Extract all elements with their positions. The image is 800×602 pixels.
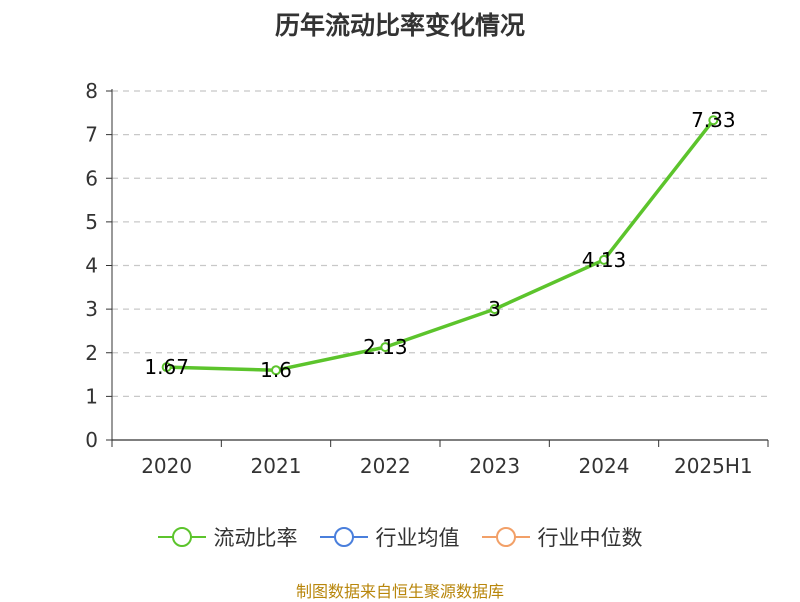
legend-label-industry-average: 行业均值 (375, 526, 460, 550)
y-tick-label-6: 6 (85, 166, 98, 190)
x-tick-label-2025H1: 2025H1 (674, 454, 753, 478)
data-point-2020 (161, 362, 172, 373)
series-line-current-ratio (166, 119, 715, 372)
x-tick-label-2024: 2024 (579, 454, 630, 478)
y-tick-label-5: 5 (85, 210, 98, 234)
data-point-2025H1 (708, 115, 719, 126)
legend: 流动比率 行业均值 行业中位数 (0, 520, 800, 554)
data-label-2024: 4.13 (582, 248, 627, 272)
data-point-2024 (599, 254, 609, 265)
data-label-2023: 3 (488, 297, 501, 321)
legend-item-industry-median[interactable]: 行业中位数 (481, 522, 643, 552)
legend-item-industry-average[interactable]: 行业均值 (319, 522, 460, 552)
x-tick-label-2020: 2020 (141, 454, 192, 478)
data-label-2021: 1.6 (260, 358, 292, 382)
data-label-2025H1: 7.33 (691, 108, 736, 132)
data-point-2023 (489, 304, 500, 315)
x-tick-label-2021: 2021 (251, 454, 302, 478)
data-point-2022 (380, 342, 391, 353)
data-labels: 1.67 1.6 2.13 3 4.13 7.33 (144, 108, 735, 382)
data-point-2021 (271, 365, 281, 376)
y-tick-label-8: 8 (85, 79, 98, 103)
legend-label-current-ratio: 流动比率 (213, 526, 298, 550)
legend-item-current-ratio[interactable]: 流动比率 (157, 522, 298, 552)
y-tick-label-4: 4 (85, 254, 98, 278)
y-tick-label-0: 0 (85, 428, 98, 452)
source-note: 制图数据来自恒生聚源数据库 (295, 582, 504, 601)
legend-label-industry-median: 行业中位数 (537, 526, 643, 550)
grid-lines (112, 90, 768, 398)
data-label-2020: 1.67 (144, 355, 189, 379)
legend-marker-industry-median (481, 527, 530, 547)
y-tick-label-2: 2 (85, 341, 98, 365)
legend-marker-current-ratio (157, 527, 206, 547)
series-layer (161, 115, 719, 376)
y-tick-label-1: 1 (85, 384, 98, 408)
axes: 0 1 2 3 4 5 6 7 8 2020 2021 2022 2023 2024 2025H1 (85, 79, 769, 478)
x-tick-label-2022: 2022 (360, 454, 411, 478)
legend-marker-industry-average (319, 527, 368, 547)
data-label-2022: 2.13 (363, 335, 408, 359)
y-tick-label-7: 7 (85, 123, 98, 147)
x-tick-label-2023: 2023 (469, 454, 520, 478)
chart-title: 历年流动比率变化情况 (274, 11, 525, 40)
y-tick-label-3: 3 (85, 297, 98, 321)
